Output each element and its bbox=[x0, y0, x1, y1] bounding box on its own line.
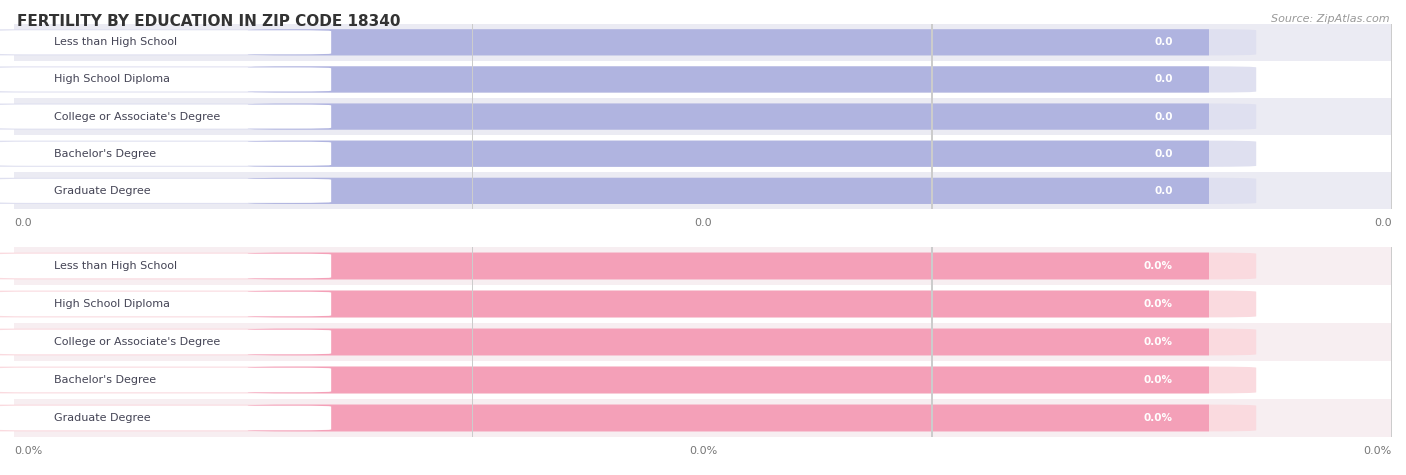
FancyBboxPatch shape bbox=[247, 253, 1256, 279]
FancyBboxPatch shape bbox=[0, 330, 332, 354]
FancyBboxPatch shape bbox=[0, 178, 1256, 204]
Text: Less than High School: Less than High School bbox=[53, 261, 177, 271]
FancyBboxPatch shape bbox=[247, 141, 1256, 167]
Text: FERTILITY BY EDUCATION IN ZIP CODE 18340: FERTILITY BY EDUCATION IN ZIP CODE 18340 bbox=[17, 14, 401, 29]
FancyBboxPatch shape bbox=[0, 67, 332, 92]
Text: 0.0: 0.0 bbox=[14, 218, 32, 228]
FancyBboxPatch shape bbox=[0, 141, 1256, 167]
FancyBboxPatch shape bbox=[0, 291, 1256, 317]
FancyBboxPatch shape bbox=[0, 29, 1256, 56]
Text: 0.0%: 0.0% bbox=[1364, 446, 1392, 456]
Text: High School Diploma: High School Diploma bbox=[53, 75, 170, 85]
Text: Bachelor's Degree: Bachelor's Degree bbox=[53, 149, 156, 159]
FancyBboxPatch shape bbox=[0, 367, 1256, 393]
Text: College or Associate's Degree: College or Associate's Degree bbox=[53, 337, 221, 347]
FancyBboxPatch shape bbox=[247, 291, 1256, 317]
FancyBboxPatch shape bbox=[247, 29, 1256, 56]
FancyBboxPatch shape bbox=[0, 142, 332, 166]
Text: College or Associate's Degree: College or Associate's Degree bbox=[53, 112, 221, 122]
FancyBboxPatch shape bbox=[247, 367, 1256, 393]
FancyBboxPatch shape bbox=[0, 66, 1256, 93]
Text: 0.0: 0.0 bbox=[1154, 38, 1173, 48]
FancyBboxPatch shape bbox=[0, 406, 332, 430]
FancyBboxPatch shape bbox=[0, 254, 332, 278]
Text: 0.0%: 0.0% bbox=[1144, 337, 1173, 347]
FancyBboxPatch shape bbox=[247, 104, 1256, 130]
FancyBboxPatch shape bbox=[0, 253, 1256, 279]
Text: Graduate Degree: Graduate Degree bbox=[53, 186, 150, 196]
FancyBboxPatch shape bbox=[247, 66, 1256, 93]
FancyBboxPatch shape bbox=[0, 329, 1256, 355]
Text: Less than High School: Less than High School bbox=[53, 38, 177, 48]
FancyBboxPatch shape bbox=[0, 104, 332, 129]
Text: 0.0%: 0.0% bbox=[1144, 261, 1173, 271]
FancyBboxPatch shape bbox=[0, 368, 332, 392]
FancyBboxPatch shape bbox=[0, 104, 1256, 130]
Text: 0.0: 0.0 bbox=[1154, 149, 1173, 159]
Text: Bachelor's Degree: Bachelor's Degree bbox=[53, 375, 156, 385]
Text: Graduate Degree: Graduate Degree bbox=[53, 413, 150, 423]
FancyBboxPatch shape bbox=[247, 329, 1256, 355]
FancyBboxPatch shape bbox=[247, 405, 1256, 431]
Text: High School Diploma: High School Diploma bbox=[53, 299, 170, 309]
Text: 0.0%: 0.0% bbox=[14, 446, 42, 456]
Text: Source: ZipAtlas.com: Source: ZipAtlas.com bbox=[1271, 14, 1389, 24]
Text: 0.0: 0.0 bbox=[1154, 75, 1173, 85]
FancyBboxPatch shape bbox=[0, 179, 332, 203]
FancyBboxPatch shape bbox=[0, 30, 332, 54]
Text: 0.0: 0.0 bbox=[1374, 218, 1392, 228]
FancyBboxPatch shape bbox=[0, 405, 1256, 431]
Text: 0.0: 0.0 bbox=[695, 218, 711, 228]
Text: 0.0%: 0.0% bbox=[689, 446, 717, 456]
Text: 0.0%: 0.0% bbox=[1144, 375, 1173, 385]
Text: 0.0: 0.0 bbox=[1154, 112, 1173, 122]
FancyBboxPatch shape bbox=[0, 292, 332, 316]
Text: 0.0%: 0.0% bbox=[1144, 413, 1173, 423]
FancyBboxPatch shape bbox=[247, 178, 1256, 204]
Text: 0.0: 0.0 bbox=[1154, 186, 1173, 196]
Text: 0.0%: 0.0% bbox=[1144, 299, 1173, 309]
